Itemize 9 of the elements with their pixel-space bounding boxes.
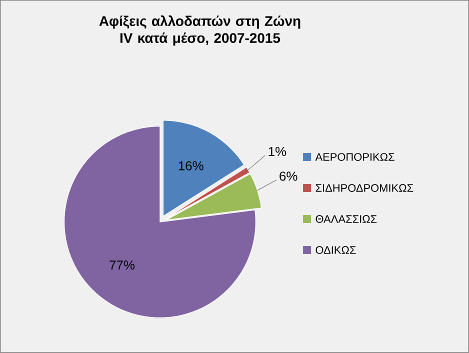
data-label: 1%: [268, 146, 286, 156]
legend-label: ΘΑΛΑΣΣΙΩΣ: [316, 215, 377, 223]
legend-label: ΑΕΡΟΠΟΡΙΚΩΣ: [315, 153, 394, 161]
data-label: 6%: [280, 172, 298, 181]
data-label: 77%: [110, 260, 135, 270]
chart-title: Αφίξεις αλλοδαπών στη Ζώνη IV κατά μέσο, 2007-2015: [99, 15, 300, 46]
legend-label: ΟΔΙΚΩΣ: [316, 246, 356, 254]
legend-label: ΣΙΔΗΡΟΔΡΟΜΙΚΩΣ: [316, 184, 414, 192]
data-label: 16%: [178, 161, 204, 170]
